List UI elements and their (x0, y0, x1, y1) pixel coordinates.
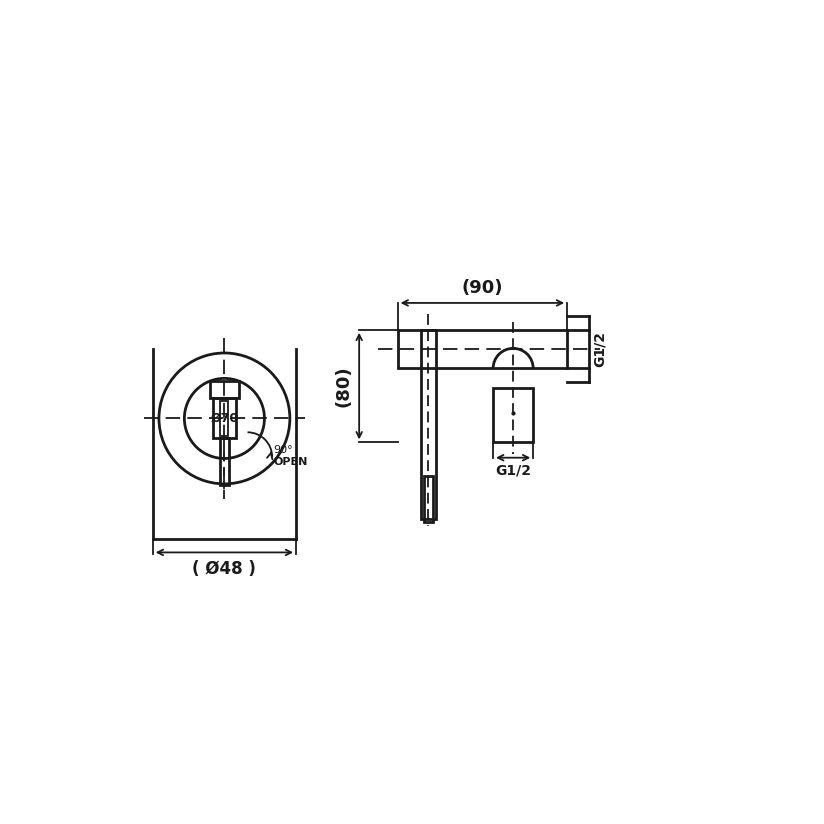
Text: OPEN: OPEN (274, 456, 308, 467)
Text: (90): (90) (461, 279, 503, 297)
Bar (398, 330, 567, 368)
Text: G1/2: G1/2 (495, 464, 531, 478)
Bar (220, 438, 229, 485)
Bar (210, 382, 239, 399)
Text: ( Ø48 ): ( Ø48 ) (193, 560, 256, 578)
Bar (493, 388, 533, 442)
Text: Ø70: Ø70 (210, 412, 238, 425)
Bar (421, 330, 436, 518)
Text: G1/2: G1/2 (593, 331, 607, 368)
Bar (220, 400, 228, 436)
Text: (80): (80) (335, 365, 353, 407)
Text: 90°: 90° (274, 444, 293, 455)
Bar (213, 399, 236, 438)
Bar (424, 476, 433, 522)
